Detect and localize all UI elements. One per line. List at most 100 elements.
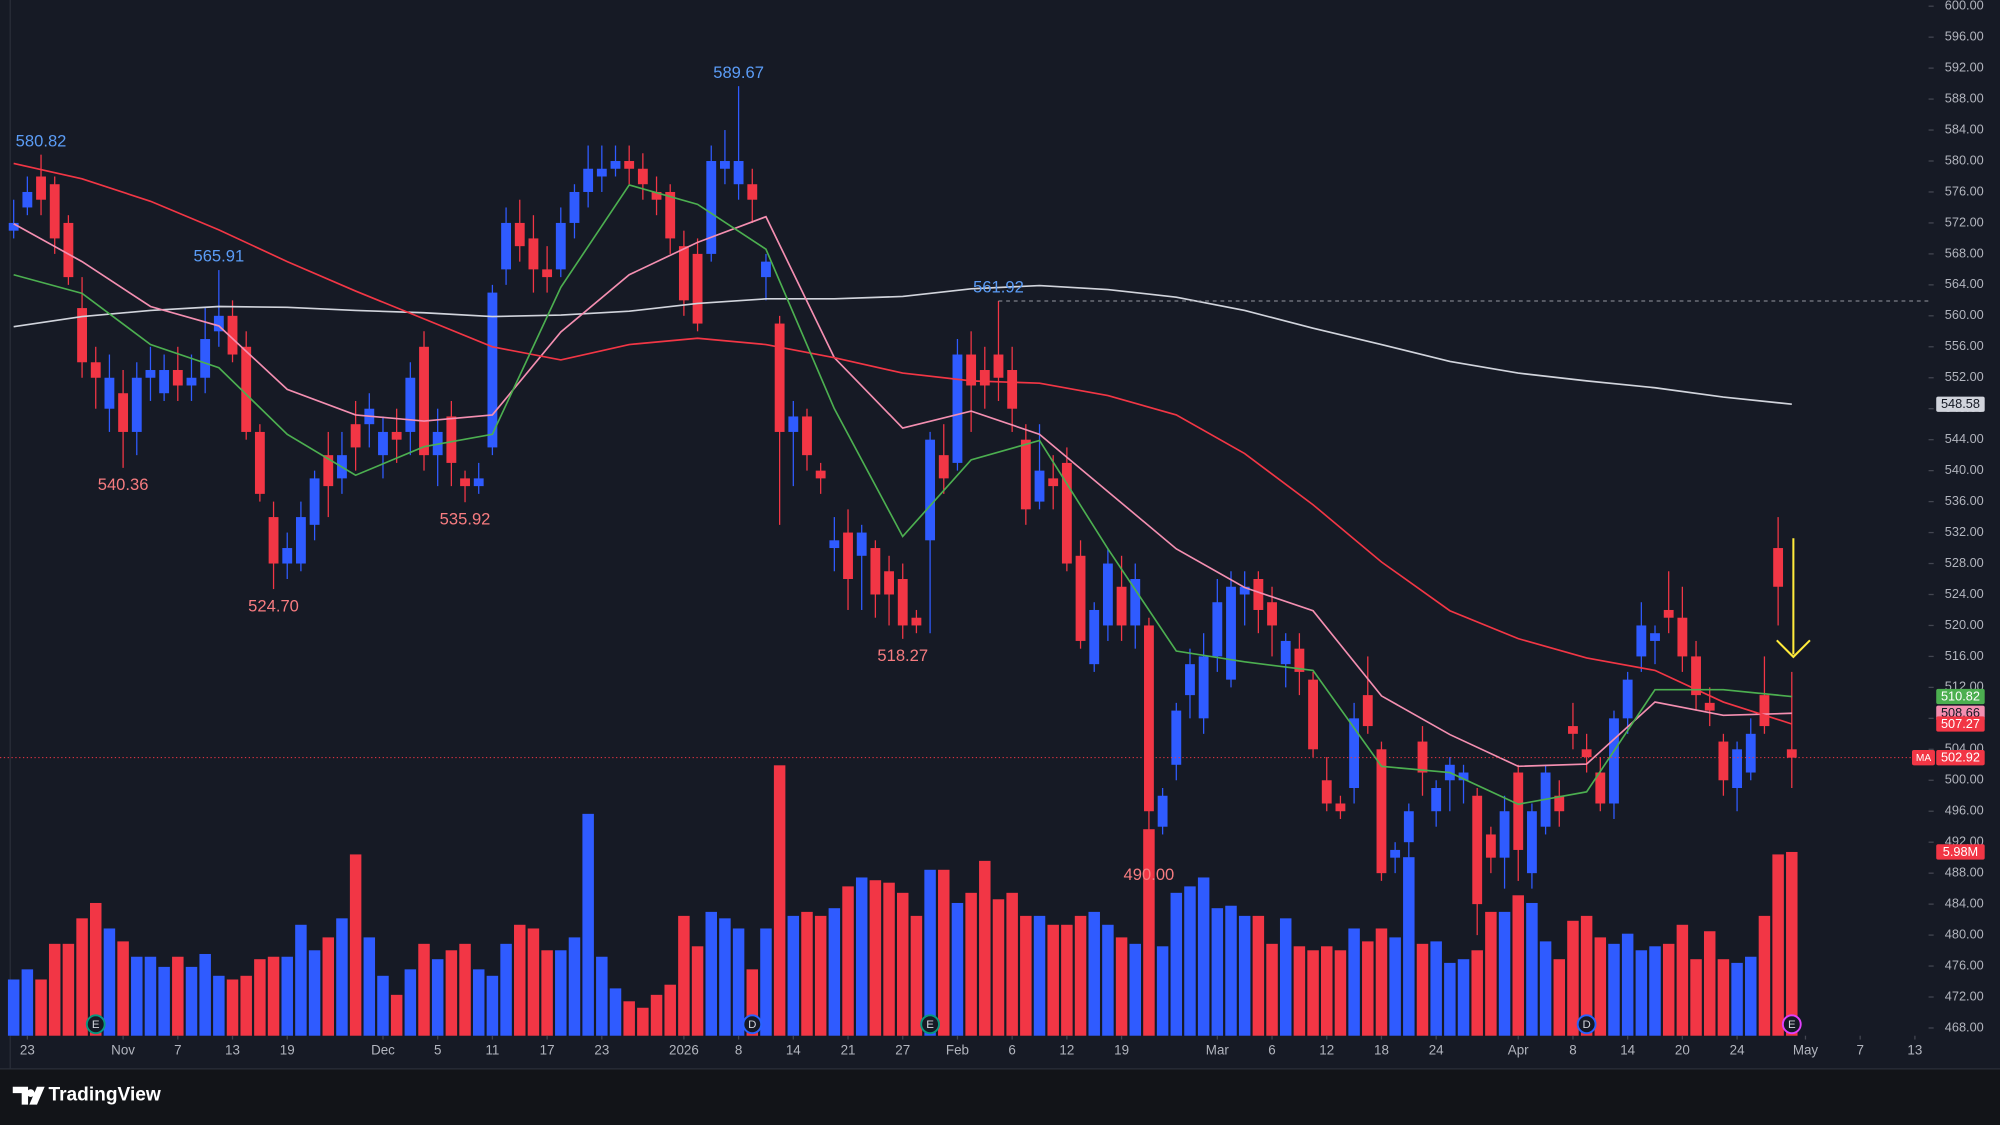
candle-body (145, 370, 156, 378)
candle-body (1773, 548, 1784, 587)
y-tick-label: 484.00 (1945, 895, 1984, 910)
candle-body (1321, 780, 1332, 804)
volume-bar (596, 956, 608, 1036)
extreme-label: 589.67 (713, 63, 764, 82)
x-tick-label: Nov (111, 1043, 135, 1058)
y-tick-label: 540.00 (1945, 462, 1984, 477)
candle-body (446, 416, 457, 463)
candle-body (1622, 679, 1633, 719)
candle-body (1499, 811, 1510, 858)
signal-arrow (1776, 538, 1811, 659)
volume-bar (1526, 902, 1538, 1036)
volume-bar (254, 959, 266, 1036)
price-label: 502.92 (1941, 750, 1980, 765)
y-tick-label: 480.00 (1945, 926, 1984, 941)
volume-bar (760, 928, 772, 1036)
candle-body (1595, 772, 1606, 804)
volume-bar (1389, 937, 1401, 1036)
candle-body (1144, 625, 1154, 812)
candle-body (952, 354, 963, 463)
footer-bar (0, 1068, 2000, 1125)
candle-body (309, 478, 320, 525)
candle-body (323, 455, 334, 487)
candle-body (1034, 470, 1045, 502)
candle-body (36, 176, 46, 200)
y-tick-label: 600.00 (1945, 0, 1984, 13)
volume-bar (459, 943, 471, 1036)
volume-bar (1061, 924, 1073, 1036)
volume-bar (1143, 829, 1155, 1036)
candle-body (637, 168, 648, 185)
candle-body (815, 470, 826, 479)
volume-bar (1197, 877, 1210, 1036)
volume-bar (1690, 959, 1702, 1036)
y-tick-label: 596.00 (1945, 29, 1984, 44)
x-tick-label: 14 (786, 1043, 801, 1058)
volume-bar (1252, 915, 1265, 1036)
ma-value-label: 548.58 (1941, 396, 1980, 411)
y-tick-label: 532.00 (1945, 524, 1984, 539)
volume-bar (828, 908, 841, 1036)
candle-body (118, 393, 129, 432)
volume-bar (568, 937, 581, 1036)
volume-bar (1033, 915, 1046, 1036)
event-marker (1781, 1014, 1802, 1035)
volume-bar (295, 924, 307, 1036)
volume-bar (1444, 962, 1456, 1036)
candle-body (829, 540, 840, 549)
volume-bar (21, 969, 34, 1036)
candle-body (227, 315, 238, 355)
candle-body (1294, 648, 1305, 672)
volume-bar (1580, 915, 1593, 1036)
candle-body (720, 161, 730, 169)
candle-body (1609, 718, 1619, 804)
volume-bar (637, 1007, 649, 1036)
x-tick-label: 21 (841, 1043, 856, 1058)
volume-bar (883, 882, 895, 1036)
candle-body (282, 548, 293, 564)
candle-body (665, 191, 676, 239)
volume-bar (1279, 918, 1292, 1036)
volume-bar (1047, 924, 1059, 1036)
volume-bar (1649, 946, 1661, 1036)
volume-bar (1348, 928, 1360, 1036)
volume-bar (1115, 937, 1128, 1036)
candle-body (1089, 609, 1100, 665)
extreme-label: 540.36 (98, 475, 149, 494)
x-tick-label: 13 (1907, 1043, 1922, 1058)
brand-logo: TradingView (12, 1085, 161, 1106)
candle-body (993, 354, 1004, 378)
volume-bar (801, 911, 813, 1036)
candle-body (295, 517, 306, 564)
candle-body (63, 222, 74, 278)
candle-body (1568, 726, 1578, 734)
candle-body (514, 222, 525, 247)
ma-value-label: 507.27 (1941, 716, 1980, 731)
volume-bar (691, 946, 704, 1036)
volume-bar (1074, 915, 1087, 1036)
logo-icon (12, 1086, 45, 1105)
x-tick-label: Feb (946, 1043, 969, 1058)
candle-body (1198, 656, 1209, 719)
volume-bar (7, 979, 20, 1036)
candle-body (1390, 849, 1401, 858)
candle-body (1526, 811, 1537, 874)
volume-bar (719, 918, 731, 1036)
candle-body (1718, 741, 1729, 781)
volume-bar (76, 918, 88, 1036)
volume-bar (1307, 950, 1319, 1036)
event-marker (742, 1014, 763, 1035)
x-tick-label: 24 (1730, 1043, 1745, 1058)
volume-bar (1170, 892, 1183, 1036)
candle-body (172, 370, 183, 386)
volume-bar (1703, 931, 1716, 1036)
candle-body (583, 168, 594, 192)
volume-bar (1676, 924, 1689, 1036)
volume-bar (678, 915, 690, 1036)
candle-body (966, 354, 977, 386)
y-tick-label: 524.00 (1945, 586, 1984, 601)
y-tick-label: 476.00 (1945, 957, 1984, 972)
candle-body (1349, 718, 1360, 789)
volume-bar (48, 943, 61, 1036)
volume-bar (1471, 950, 1483, 1036)
